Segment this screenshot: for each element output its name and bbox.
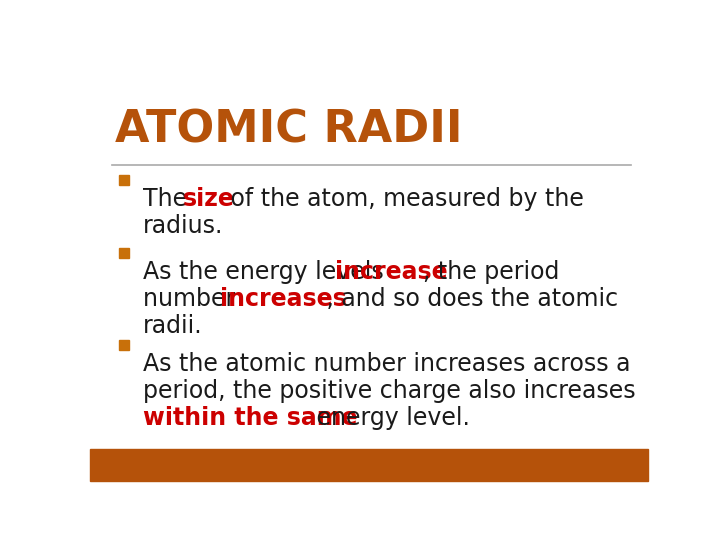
Bar xyxy=(119,176,129,185)
Bar xyxy=(119,340,129,349)
Text: The: The xyxy=(143,187,194,212)
Text: As the energy levels: As the energy levels xyxy=(143,260,391,284)
Text: period, the positive charge also increases: period, the positive charge also increas… xyxy=(143,379,636,403)
Text: As the atomic number increases across a: As the atomic number increases across a xyxy=(143,352,631,376)
Bar xyxy=(90,449,648,481)
Text: of the atom, measured by the: of the atom, measured by the xyxy=(223,187,584,212)
Text: number: number xyxy=(143,287,243,311)
Text: radii.: radii. xyxy=(143,314,202,338)
Text: increases: increases xyxy=(220,287,347,311)
Text: ATOMIC RADII: ATOMIC RADII xyxy=(115,109,463,151)
Text: within the same: within the same xyxy=(143,406,358,430)
Text: , the period: , the period xyxy=(423,260,559,284)
Text: , and so does the atomic: , and so does the atomic xyxy=(318,287,618,311)
Bar xyxy=(119,248,129,258)
Text: radius.: radius. xyxy=(143,214,223,239)
Text: size: size xyxy=(183,187,235,212)
Text: energy level.: energy level. xyxy=(310,406,470,430)
Text: increase: increase xyxy=(336,260,448,284)
